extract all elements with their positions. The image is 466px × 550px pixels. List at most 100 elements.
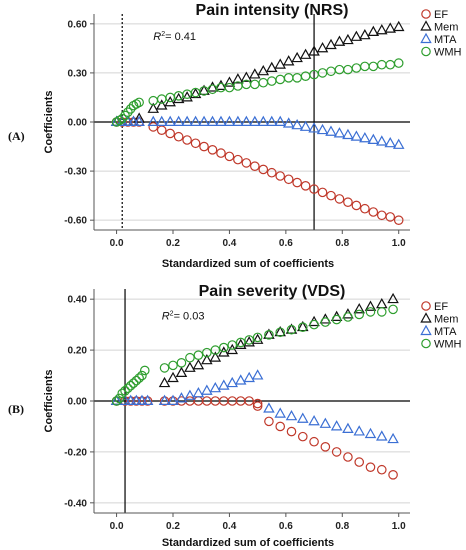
data-point-mta bbox=[147, 115, 160, 127]
r-value: = 0.03 bbox=[174, 311, 205, 323]
panel-label: (B) bbox=[8, 402, 24, 416]
data-point-wmh bbox=[393, 58, 404, 68]
data-point-wmh bbox=[123, 383, 133, 394]
data-point-mem bbox=[263, 328, 275, 339]
data-point-wmh bbox=[123, 107, 133, 117]
data-point-mta bbox=[364, 427, 377, 439]
data-point-wmh bbox=[266, 76, 277, 86]
data-point-mta bbox=[223, 115, 236, 127]
data-point-wmh bbox=[131, 375, 142, 386]
data-point-mta bbox=[274, 407, 286, 418]
data-point-mem bbox=[265, 61, 278, 73]
data-point-mem bbox=[172, 92, 185, 104]
data-point-ef bbox=[320, 442, 331, 452]
data-point-mem bbox=[297, 320, 309, 332]
data-point-mta bbox=[316, 123, 329, 135]
data-point-mem bbox=[325, 38, 337, 50]
data-point-mta bbox=[376, 135, 388, 146]
data-point-mta bbox=[333, 127, 346, 138]
chart-title: Pain intensity (NRS) bbox=[196, 2, 349, 19]
y-tick-label: -0.20 bbox=[64, 447, 87, 458]
data-point-ef bbox=[297, 431, 308, 442]
data-point-mem bbox=[232, 73, 244, 84]
data-point-wmh bbox=[193, 350, 204, 360]
data-point-wmh bbox=[202, 347, 212, 358]
data-point-ef bbox=[376, 464, 387, 475]
data-point-mta bbox=[226, 376, 239, 388]
data-point-ef bbox=[360, 203, 370, 214]
data-point-ef bbox=[190, 138, 201, 149]
legend-label-ef: EF bbox=[434, 301, 448, 313]
data-point-mta bbox=[330, 420, 343, 431]
x-tick-label: 0.4 bbox=[222, 521, 236, 532]
data-point-mem bbox=[384, 22, 397, 33]
data-point-ef bbox=[182, 135, 192, 145]
data-point-mta bbox=[342, 422, 354, 433]
data-point-ef bbox=[252, 401, 263, 411]
data-point-mem bbox=[251, 333, 264, 344]
r-letter: R bbox=[153, 31, 161, 43]
data-point-wmh bbox=[360, 61, 370, 72]
data-point-ef bbox=[244, 396, 254, 406]
x-tick-label: 0.2 bbox=[166, 238, 180, 249]
data-point-ef bbox=[300, 181, 311, 191]
data-point-wmh bbox=[111, 117, 122, 127]
data-point-mta bbox=[130, 394, 143, 405]
data-point-wmh bbox=[292, 73, 302, 83]
data-point-ef bbox=[264, 416, 274, 427]
data-point-mta bbox=[201, 384, 213, 395]
data-point-mta bbox=[274, 115, 286, 127]
data-point-wmh bbox=[159, 363, 170, 373]
y-tick-label: -0.40 bbox=[64, 498, 87, 509]
data-point-wmh bbox=[114, 393, 125, 404]
data-point-mem bbox=[353, 303, 365, 314]
data-point-wmh bbox=[114, 115, 125, 126]
data-point-ef bbox=[250, 161, 260, 171]
data-point-mta bbox=[175, 392, 188, 403]
chart-panel-1: 0.60 0.30 0.00 -0.30 -0.60 0.0 0.2 0.4 0.6 0.8 1.0… bbox=[8, 2, 462, 270]
data-point-mem bbox=[209, 351, 222, 362]
data-point-mem bbox=[367, 25, 380, 37]
data-point-mem bbox=[158, 376, 171, 388]
data-point-wmh bbox=[168, 360, 178, 371]
data-point-mta bbox=[110, 394, 123, 405]
data-point-ef bbox=[309, 184, 319, 194]
series-ef bbox=[111, 117, 404, 225]
data-point-wmh bbox=[388, 304, 398, 315]
x-tick-label: 0.6 bbox=[279, 238, 293, 249]
legend-label-mta: MTA bbox=[434, 34, 457, 46]
data-point-mta bbox=[387, 432, 399, 444]
data-point-mta bbox=[251, 369, 264, 380]
legend-label-mta: MTA bbox=[434, 326, 457, 338]
data-point-mta bbox=[367, 133, 380, 144]
legend-marker-ef bbox=[421, 9, 431, 19]
data-point-mta bbox=[257, 115, 270, 127]
data-point-wmh bbox=[309, 319, 319, 330]
data-point-wmh bbox=[264, 330, 274, 340]
data-point-mta bbox=[181, 115, 193, 127]
data-point-ef bbox=[199, 141, 209, 152]
data-point-mem bbox=[333, 35, 346, 46]
data-point-wmh bbox=[224, 82, 235, 93]
legend-marker-mem bbox=[420, 20, 432, 31]
data-point-wmh bbox=[185, 352, 195, 363]
data-point-wmh bbox=[120, 110, 130, 121]
legend-marker-mta bbox=[420, 32, 432, 44]
x-tick-label: 1.0 bbox=[392, 238, 406, 249]
data-point-mta bbox=[282, 117, 295, 128]
r-superscript: 2 bbox=[170, 311, 174, 318]
data-point-wmh bbox=[125, 104, 136, 114]
data-point-wmh bbox=[207, 84, 218, 95]
data-point-mta bbox=[119, 394, 131, 405]
data-point-wmh bbox=[320, 317, 331, 327]
data-point-mem bbox=[181, 91, 193, 102]
data-point-wmh bbox=[137, 370, 147, 381]
data-point-mem bbox=[387, 292, 399, 304]
data-point-ef bbox=[354, 457, 365, 467]
data-point-mem bbox=[364, 300, 377, 311]
r-squared-annotation: R2= 0.41 bbox=[153, 31, 196, 43]
r-superscript: 2 bbox=[161, 31, 165, 38]
x-tick-label: 0.6 bbox=[279, 521, 293, 532]
data-point-ef bbox=[283, 174, 294, 185]
